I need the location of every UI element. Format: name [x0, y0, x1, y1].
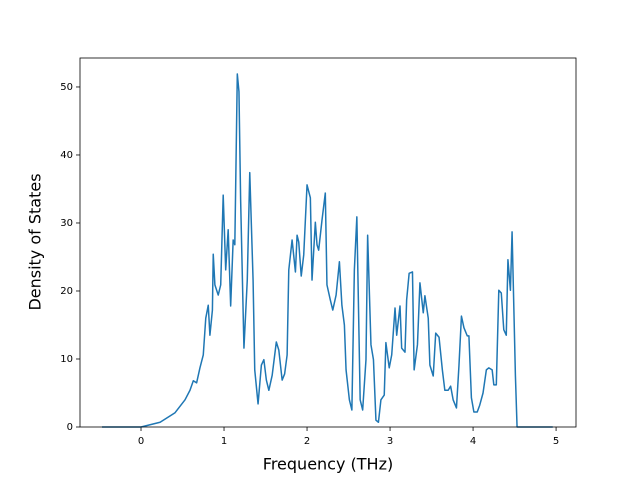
y-tick-label: 40: [60, 150, 73, 161]
y-tick-label: 10: [60, 354, 73, 365]
y-axis-label: Density of States: [26, 173, 45, 310]
x-axis-label: Frequency (THz): [263, 455, 393, 474]
y-tick-label: 50: [60, 82, 73, 93]
y-tick-label: 0: [67, 422, 73, 433]
plot-frame: [79, 57, 577, 428]
data-line: [102, 73, 553, 428]
x-tick-label: 4: [470, 436, 476, 447]
x-tick-label: 1: [221, 436, 227, 447]
x-tick-label: 5: [553, 436, 559, 447]
x-tick-label: 2: [304, 436, 310, 447]
x-tick-label: 3: [387, 436, 393, 447]
y-tick-label: 20: [60, 286, 73, 297]
y-tick-label: 30: [60, 218, 73, 229]
x-tick-label: 0: [138, 436, 144, 447]
